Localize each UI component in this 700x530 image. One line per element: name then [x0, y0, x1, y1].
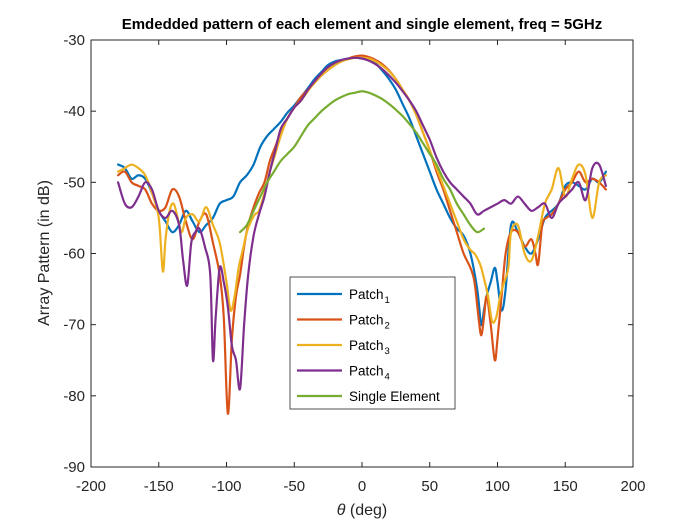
y-tick-label: -80 [63, 388, 85, 405]
x-tick-label: -150 [144, 478, 174, 495]
series-line-4 [117, 56, 607, 391]
series-layer [117, 54, 607, 415]
tick-layer: -200 -150 -100 -50 0 50 100 150 200 -90 -80 -70 -60 -… [63, 32, 645, 495]
series-line-5 [238, 90, 486, 234]
y-tick-label: -30 [63, 32, 85, 49]
series-line-2 [117, 54, 607, 415]
legend: Patch1 Patch2 Patch3 Patch4 Single Element [289, 276, 456, 410]
x-tick-label: 0 [358, 478, 366, 495]
x-tick-label: 150 [553, 478, 578, 495]
x-tick-label: 50 [421, 478, 438, 495]
legend-box [289, 276, 456, 410]
x-tick-label: 200 [620, 478, 645, 495]
y-tick-label: -60 [63, 246, 85, 263]
legend-entry-1: Patch1 [349, 287, 390, 306]
legend-entry-5: Single Element [349, 389, 440, 404]
x-axis-symbol: θ [337, 502, 346, 519]
legend-entry-3: Patch3 [349, 338, 390, 357]
y-axis-label: Array Pattern (in dB) [36, 180, 53, 326]
legend-entry-2: Patch2 [349, 313, 390, 332]
x-tick-label: -50 [283, 478, 305, 495]
chart-title: Emdedded pattern of each element and sin… [122, 16, 603, 33]
x-tick-label: -200 [76, 478, 106, 495]
y-tick-label: -70 [63, 317, 85, 334]
x-tick-label: -100 [211, 478, 241, 495]
y-tick-label: -50 [63, 174, 85, 191]
y-tick-label: -40 [63, 103, 85, 120]
x-axis-label: θ (deg) [337, 502, 387, 519]
y-tick-label: -90 [63, 459, 85, 476]
x-tick-label: 100 [485, 478, 510, 495]
legend-entry-4: Patch4 [349, 364, 390, 383]
x-axis-unit: (deg) [345, 502, 387, 519]
